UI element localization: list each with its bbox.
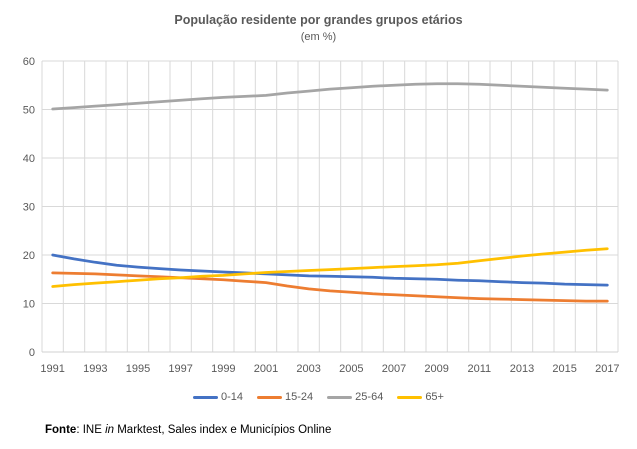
series-line-65: [51, 247, 609, 288]
y-tick-label: 20: [23, 250, 35, 262]
source-note-segment: : INE: [76, 424, 106, 436]
legend-line-swatch: [397, 395, 423, 399]
series-line-25-64: [51, 82, 609, 111]
legend-line-swatch: [257, 395, 283, 399]
x-tick-label: 1997: [168, 363, 192, 375]
legend-item-65: 65+: [397, 391, 444, 403]
x-tick-label: 1995: [126, 363, 150, 375]
chart-title: População residente por grandes grupos e…: [174, 13, 463, 27]
y-tick-label: 50: [23, 105, 35, 117]
x-tick-label: 2003: [296, 363, 320, 375]
source-note-segment: Fonte: [45, 424, 77, 436]
x-tick-label: 2009: [424, 363, 448, 375]
source-note-segment: in: [105, 424, 115, 436]
x-tick-label: 1993: [83, 363, 107, 375]
x-tick-label: 2001: [254, 363, 278, 375]
x-tick-label: 2013: [510, 363, 534, 375]
x-tick-label: 2011: [468, 363, 492, 375]
y-tick-label: 10: [23, 299, 35, 311]
y-tick-label: 30: [23, 202, 35, 214]
legend-item-25-64: 25-64: [327, 391, 383, 403]
source-note-segment: Marktest, Sales index e Municípios Onlin…: [114, 424, 332, 436]
x-tick-label: 2015: [552, 363, 576, 375]
y-tick-label: 60: [23, 56, 35, 68]
x-tick-label: 2017: [595, 363, 619, 375]
legend: 0-14 15-24 25-64 65+: [0, 391, 637, 403]
legend-label: 15-24: [285, 391, 314, 403]
x-tick-label: 2005: [339, 363, 363, 375]
chart-subtitle: (em %): [300, 31, 337, 43]
series-line-0-14: [51, 253, 609, 287]
legend-label: 0-14: [221, 391, 244, 403]
legend-item-15-24: 15-24: [257, 391, 313, 403]
y-tick-label: 40: [23, 153, 35, 165]
x-tick-label: 2007: [382, 363, 406, 375]
legend-item-0-14: 0-14: [193, 391, 243, 403]
source-note: Fonte: INE in Marktest, Sales index e Mu…: [45, 424, 331, 436]
y-tick-label: 0: [29, 347, 35, 359]
legend-label: 65+: [425, 391, 444, 403]
x-tick-label: 1991: [40, 363, 64, 375]
legend-label: 25-64: [355, 391, 384, 403]
series-line-15-24: [51, 271, 609, 303]
legend-line-swatch: [193, 395, 218, 399]
legend-line-swatch: [327, 395, 353, 399]
x-tick-label: 1999: [211, 363, 235, 375]
